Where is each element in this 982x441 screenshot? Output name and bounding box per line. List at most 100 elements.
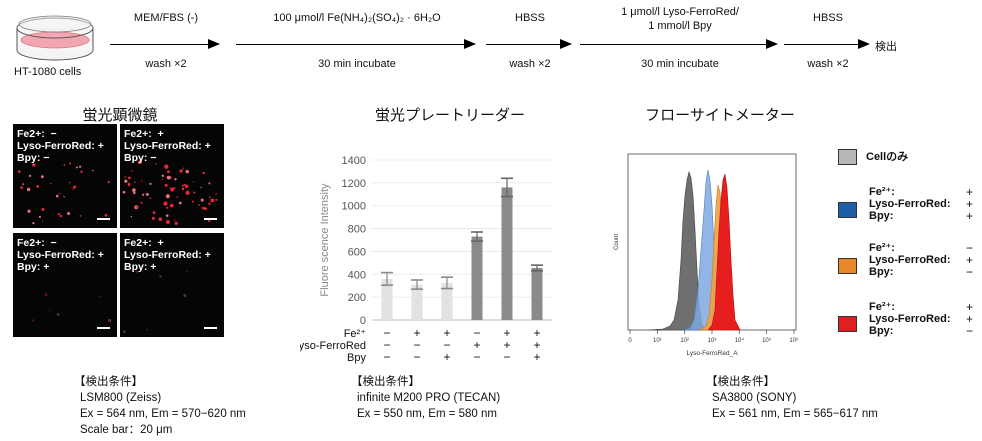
condition-sign: − xyxy=(503,350,510,364)
fluorescence-dot xyxy=(161,174,165,177)
fluorescence-dot xyxy=(108,318,112,323)
fluorescence-dot xyxy=(209,196,211,198)
fluorescence-dot xyxy=(161,179,163,181)
condition-sign: + xyxy=(413,326,420,340)
fluorescence-dot xyxy=(155,163,157,165)
x-tick-label: 10⁴ xyxy=(735,337,745,344)
fluorescence-dot xyxy=(200,186,202,189)
fluorescence-dot xyxy=(166,220,170,224)
fluorescence-dot xyxy=(122,190,126,194)
fluorescence-dot xyxy=(164,183,168,187)
histogram-red xyxy=(707,173,741,331)
flow-ylabel: Count xyxy=(614,234,620,250)
fluorescence-dot xyxy=(208,182,211,185)
condition-row-label: Fe²⁺ xyxy=(344,328,367,340)
step1-bottom: wash ×2 xyxy=(145,58,187,70)
fluorescence-dot xyxy=(145,192,149,196)
condition-sign: − xyxy=(413,350,420,364)
fluorescence-dot xyxy=(75,166,78,169)
panel-label: Fe2+: + Lyso-FerroRed: + Bpy: − xyxy=(124,128,211,164)
micro-panel-1: Fe2+: − Lyso-FerroRed: + Bpy: − xyxy=(13,124,117,228)
y-tick-label: 200 xyxy=(348,292,366,304)
fluorescence-dot xyxy=(56,313,60,316)
x-tick-label: 10³ xyxy=(708,338,717,344)
fluorescence-dot xyxy=(124,179,128,183)
fluorescence-dot xyxy=(36,185,40,188)
fluorescence-dot xyxy=(208,202,211,205)
fluorescence-dot xyxy=(32,163,34,165)
fluorescence-dot xyxy=(79,165,82,168)
legend-swatch-red xyxy=(838,316,857,332)
fluorescence-dot xyxy=(67,212,71,215)
y-tick-label: 0 xyxy=(360,315,366,327)
y-tick-label: 600 xyxy=(348,246,366,258)
x-tick-label: 10⁵ xyxy=(762,337,772,344)
legend-orange-values: − + − xyxy=(966,241,974,279)
fluorescence-dot xyxy=(146,328,148,331)
y-tick-label: 400 xyxy=(348,269,366,281)
fluorescence-dot xyxy=(131,170,133,172)
x-tick-label: 10⁶ xyxy=(789,337,799,344)
condition-sign: + xyxy=(503,326,510,340)
condition-sign: − xyxy=(383,338,390,352)
fluorescence-dot xyxy=(20,186,23,189)
fluorescence-dot xyxy=(107,181,110,184)
fluorescence-dot xyxy=(163,201,168,206)
legend-blue-lines: Fe²⁺: Lyso-FerroRed: Bpy: xyxy=(869,186,951,222)
y-tick-label: 1000 xyxy=(342,201,366,213)
detect-label: 検出 xyxy=(875,41,897,53)
fluorescence-dot xyxy=(166,206,169,209)
panel-label: Fe2+: − Lyso-FerroRed: + Bpy: − xyxy=(17,128,104,164)
arrow-head-icon xyxy=(766,39,778,49)
condition-sign: + xyxy=(473,338,480,352)
x-tick-label: 0 xyxy=(628,338,632,344)
bar xyxy=(501,187,513,320)
fluorescence-dot xyxy=(63,196,65,198)
bar xyxy=(531,268,543,320)
fluorescence-dot xyxy=(27,209,31,213)
bar xyxy=(381,278,393,320)
fluorescence-dot xyxy=(135,205,139,209)
arrow-line xyxy=(580,44,768,45)
arrow-head-icon xyxy=(560,39,572,49)
arrow-head-icon xyxy=(208,39,220,49)
y-axis-label: Fluore scence Intensity xyxy=(319,183,331,297)
step2-bottom: 30 min incubate xyxy=(318,58,396,70)
condition-sign: − xyxy=(473,350,480,364)
fluorescence-dot xyxy=(182,167,185,169)
flow-conditions: 【検出条件】 SA3800 (SONY) Ex = 561 nm, Em = 5… xyxy=(706,376,878,420)
fluorescence-dot xyxy=(99,295,102,298)
fluorescence-dot xyxy=(198,204,200,206)
fluorescence-dot xyxy=(135,270,139,274)
legend-swatch-blue xyxy=(838,202,857,218)
fluorescence-dot xyxy=(58,212,61,216)
fluorescence-dot xyxy=(26,187,31,192)
fluorescence-dot xyxy=(174,178,177,181)
fluorescence-dot xyxy=(183,294,187,298)
fluorescence-dot xyxy=(138,160,142,165)
fluorescence-dot xyxy=(185,169,189,174)
condition-row-label: Lyso-FerroRed xyxy=(300,340,366,352)
petri-dish-icon xyxy=(16,15,94,61)
fluorescence-dot xyxy=(141,180,143,182)
fluorescence-dot xyxy=(140,201,143,204)
fluorescence-dot xyxy=(178,201,182,205)
legend-blue-values: + + + xyxy=(966,185,974,223)
legend-label-cells-only: Cellのみ xyxy=(866,151,909,163)
condition-sign: − xyxy=(473,326,480,340)
fluorescence-dot xyxy=(40,175,44,179)
bar xyxy=(471,236,483,320)
microscopy-title: 蛍光顕微鏡 xyxy=(82,107,158,124)
fluorescence-dot xyxy=(73,185,77,189)
fluorescence-dot xyxy=(55,194,59,198)
fluorescence-dot xyxy=(104,213,108,217)
legend-orange-lines: Fe²⁺: Lyso-FerroRed: Bpy: xyxy=(869,242,951,278)
fluorescence-dot xyxy=(22,183,25,185)
plate-conditions: 【検出条件】 infinite M200 PRO (TECAN) Ex = 55… xyxy=(351,376,501,420)
arrow-line xyxy=(110,44,210,45)
condition-sign: + xyxy=(503,338,510,352)
condition-sign: − xyxy=(443,338,450,352)
step5-top: HBSS xyxy=(813,12,843,24)
fluorescence-dot xyxy=(134,181,136,184)
fluorescence-dot xyxy=(32,319,35,322)
